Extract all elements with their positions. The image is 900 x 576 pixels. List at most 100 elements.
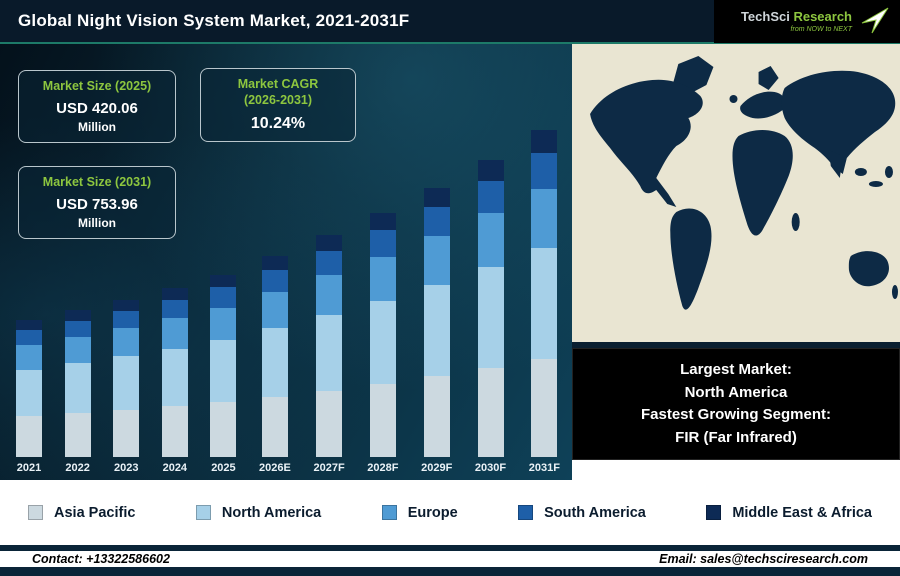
market-highlights-box: Largest Market: North America Fastest Gr…: [572, 348, 900, 460]
legend-swatch: [381, 505, 397, 520]
year-label: 2029F: [421, 462, 453, 474]
bar-segment-europe: [423, 236, 450, 285]
bar-column-2030F: 2030F: [475, 127, 506, 474]
bar-segment-south-america: [161, 299, 188, 319]
world-map: [572, 44, 900, 342]
highlight-line: FIR (Far Infrared): [675, 428, 797, 446]
bar-segment-europe: [369, 256, 396, 301]
stat-label: Market CAGR (2026-2031): [209, 77, 347, 108]
bar-stack: [423, 127, 450, 457]
bar-column-2024: 2024: [161, 127, 188, 474]
bar-segment-north-america: [210, 340, 237, 403]
world-map-svg: [572, 44, 900, 342]
header: Global Night Vision System Market, 2021-…: [0, 0, 900, 44]
bar-segment-asia-pacific: [423, 376, 450, 457]
bar-segment-europe: [477, 213, 504, 267]
bar-segment-south-america: [477, 180, 504, 214]
bar-stack: [113, 127, 140, 457]
stat-label: Market Size (2031): [42, 175, 152, 189]
bar-segment-north-america: [423, 284, 450, 377]
bar-column-2021: 2021: [16, 127, 42, 474]
stat-label-line1: Market CAGR: [237, 77, 319, 91]
bar-segment-south-america: [113, 310, 140, 329]
bar-segment-middle-east-africa: [210, 274, 237, 288]
stacked-bar-chart: 2021 2022 2023 2024 2025 2026E 2027F 2028F 2029F…: [16, 127, 560, 474]
bar-column-2029F: 2029F: [421, 127, 452, 474]
highlight-line: Fastest Growing Segment:: [640, 406, 832, 423]
bar-segment-europe: [64, 336, 91, 364]
bar-segment-middle-east-africa: [477, 159, 504, 181]
bar-stack: [261, 127, 288, 457]
year-label: 2031F: [528, 462, 560, 474]
bar-segment-north-america: [261, 328, 288, 397]
bar-segment-south-america: [531, 152, 558, 189]
stat-value: USD 753.96: [56, 195, 138, 213]
bar-stack: [64, 127, 91, 457]
bar-stack: [210, 127, 237, 457]
bar-column-2027F: 2027F: [313, 127, 345, 474]
year-label: 2025: [211, 462, 236, 474]
legend-item-asia-pacific: Asia Pacific: [28, 505, 135, 521]
bar-stack: [477, 127, 504, 457]
logo-text: TechSci Research from NOW to NEXT: [741, 10, 852, 33]
legend-row: Asia Pacific North America Europe South Ame…: [0, 505, 900, 521]
bar-segment-europe: [113, 328, 140, 357]
bar-column-2028F: 2028F: [367, 127, 398, 474]
bar-segment-asia-pacific: [477, 367, 504, 457]
footer: Contact: +13322586602 Email: sales@techs…: [0, 545, 900, 576]
bar-stack: [161, 127, 188, 457]
legend-band: Asia Pacific North America Europe South Ame…: [0, 480, 900, 545]
map-divider: [572, 342, 900, 348]
stat-label-line2: (2026-2031): [243, 92, 313, 107]
stat-box-market-cagr: Market CAGR (2026-2031) 10.24%: [200, 68, 356, 143]
highlight-line: Largest Market:: [680, 361, 792, 378]
legend-label: South America: [544, 504, 646, 521]
bar-segment-europe: [316, 275, 343, 316]
bar-segment-asia-pacific: [316, 390, 343, 457]
legend-item-middle-east-africa: Middle East & Africa: [706, 505, 872, 521]
bar-segment-middle-east-africa: [261, 255, 288, 271]
right-fill: [572, 460, 900, 480]
bar-segment-south-america: [16, 329, 42, 345]
bar-segment-europe: [261, 292, 288, 329]
logo-brand: TechSci Research: [741, 10, 852, 23]
bar-segment-south-america: [423, 206, 450, 237]
bar-column-2026E: 2026E: [259, 127, 291, 474]
bar-stack: [531, 127, 558, 457]
legend-swatch: [28, 505, 43, 520]
stat-label: Market Size (2025): [42, 79, 152, 93]
legend-label: Middle East & Africa: [732, 504, 872, 521]
legend-label: Europe: [407, 504, 458, 521]
contact-email: Email: sales@techsciresearch.com: [659, 552, 868, 566]
bar-stack: [316, 127, 343, 457]
bar-segment-middle-east-africa: [369, 212, 396, 230]
stat-box-market-size-2025: Market Size (2025) USD 420.06 Million: [18, 70, 176, 143]
bar-segment-north-america: [531, 247, 558, 359]
chart-area: Market Size (2025) USD 420.06 Million Ma…: [0, 44, 572, 480]
bar-segment-north-america: [113, 356, 140, 410]
stat-value: USD 420.06: [56, 99, 138, 117]
footer-band: Contact: +13322586602 Email: sales@techs…: [0, 551, 900, 567]
bar-stack: [369, 127, 396, 457]
bar-segment-south-america: [210, 287, 237, 308]
bar-segment-middle-east-africa: [161, 287, 188, 300]
year-label: 2024: [162, 462, 188, 474]
bar-segment-middle-east-africa: [531, 129, 558, 153]
bar-column-2023: 2023: [113, 127, 140, 474]
logo-tagline: from NOW to NEXT: [790, 25, 852, 33]
logo-arrow-icon: [861, 7, 889, 34]
bar-segment-north-america: [477, 266, 504, 368]
bar-segment-south-america: [316, 250, 343, 276]
logo-brand-primary: TechSci: [740, 8, 790, 24]
bar-segment-asia-pacific: [369, 383, 396, 457]
right-column: Largest Market: North America Fastest Gr…: [572, 44, 900, 480]
stat-box-market-size-2031: Market Size (2031) USD 753.96 Million: [18, 166, 176, 239]
bar-segment-europe: [210, 307, 237, 341]
bar-segment-north-america: [161, 348, 188, 407]
bar-segment-south-america: [64, 320, 91, 337]
bar-segment-europe: [161, 318, 188, 349]
bar-segment-asia-pacific: [210, 402, 237, 457]
bar-segment-north-america: [316, 315, 343, 391]
legend-item-europe: Europe: [381, 504, 458, 521]
